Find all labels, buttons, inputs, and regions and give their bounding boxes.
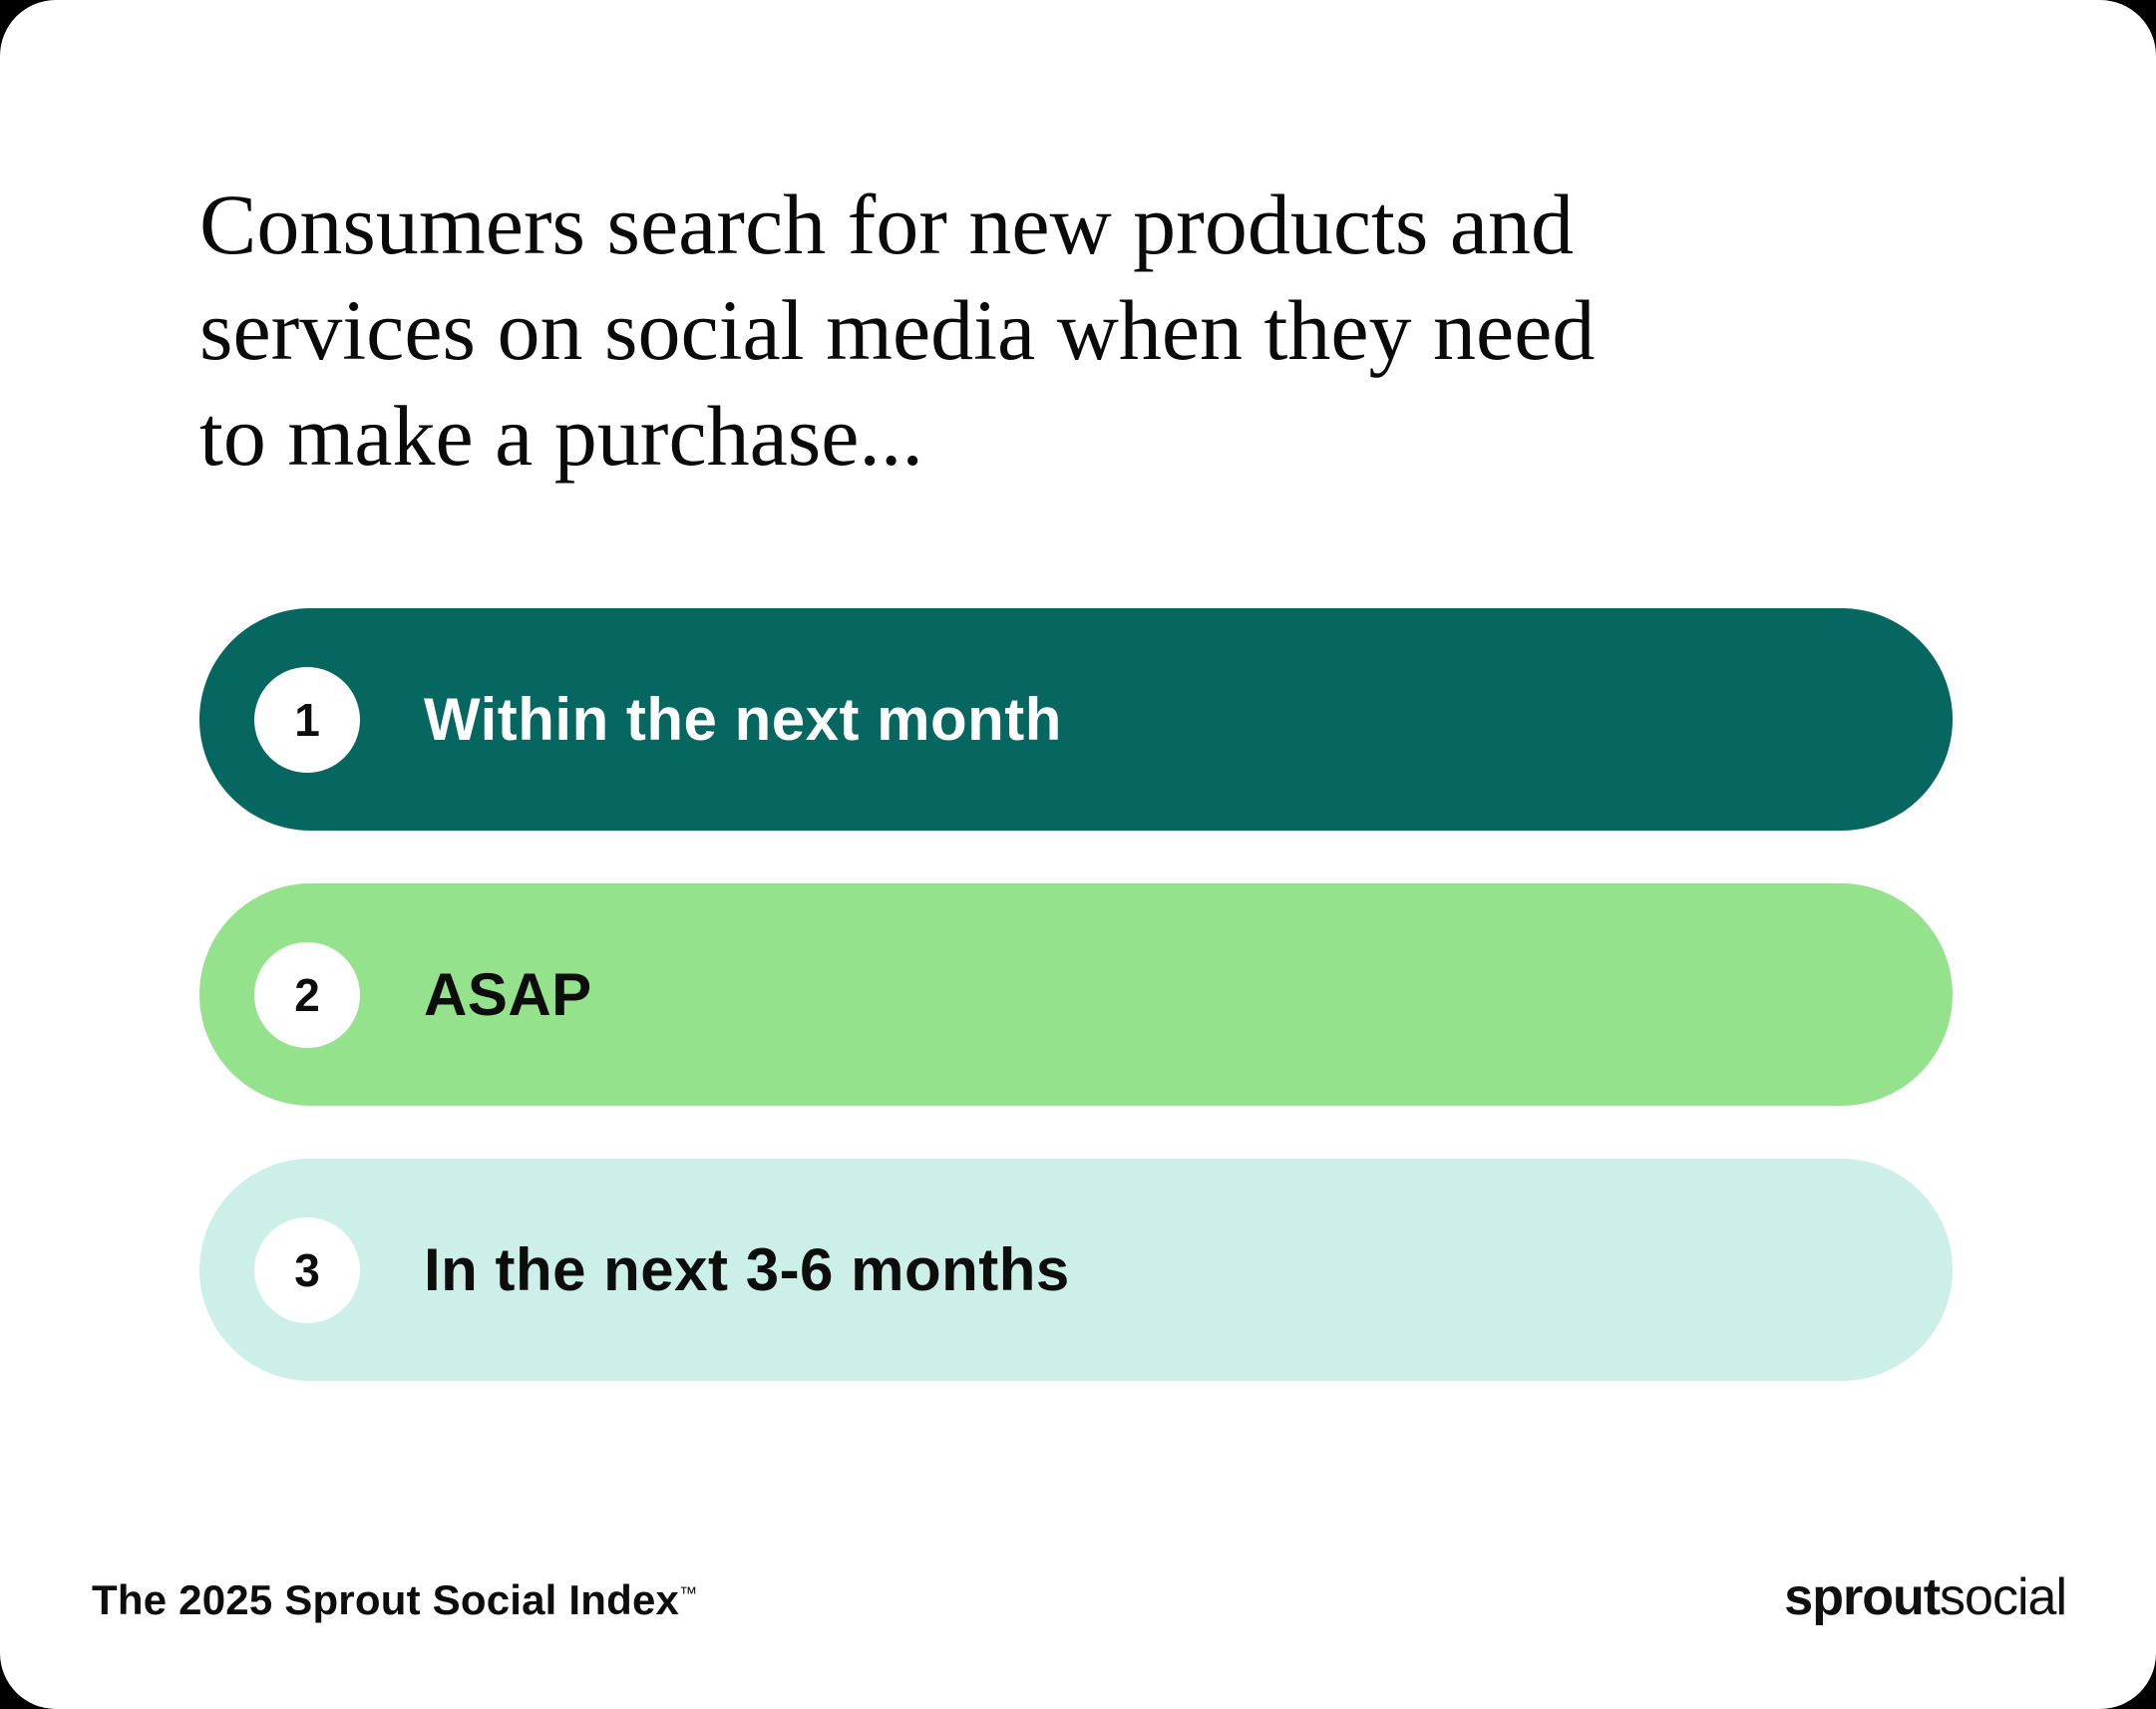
rank-number-2: 2 — [294, 968, 320, 1021]
rank-label-2: ASAP — [424, 961, 592, 1028]
rank-label-1: Within the next month — [424, 686, 1062, 753]
title-line-1: Consumers search for new products and — [199, 176, 1575, 272]
footer: The 2025 Sprout Social Index™ sproutsoci… — [92, 1567, 2067, 1627]
rank-circle-1: 1 — [254, 666, 360, 773]
rank-number-3: 3 — [294, 1243, 320, 1296]
trademark-symbol: ™ — [679, 1583, 698, 1603]
rank-circle-3: 3 — [254, 1216, 360, 1323]
footer-source-text: The 2025 Sprout Social Index — [92, 1576, 680, 1623]
logo-sprout: sprout — [1784, 1568, 1941, 1626]
sprout-social-logo: sproutsocial — [1784, 1567, 2067, 1627]
logo-social: social — [1940, 1568, 2067, 1626]
rank-bar-2: 2 ASAP — [199, 883, 1953, 1106]
title-line-2: services on social media when they need — [199, 282, 1596, 378]
footer-source: The 2025 Sprout Social Index™ — [92, 1576, 697, 1624]
rank-number-1: 1 — [294, 693, 320, 746]
rank-bar-3: 3 In the next 3-6 months — [199, 1159, 1953, 1381]
page-title: Consumers search for new products and se… — [199, 171, 1955, 489]
title-line-3: to make a purchase... — [199, 388, 923, 484]
rank-circle-2: 2 — [254, 941, 360, 1048]
rank-label-3: In the next 3-6 months — [424, 1236, 1070, 1303]
rank-bar-1: 1 Within the next month — [199, 608, 1953, 831]
